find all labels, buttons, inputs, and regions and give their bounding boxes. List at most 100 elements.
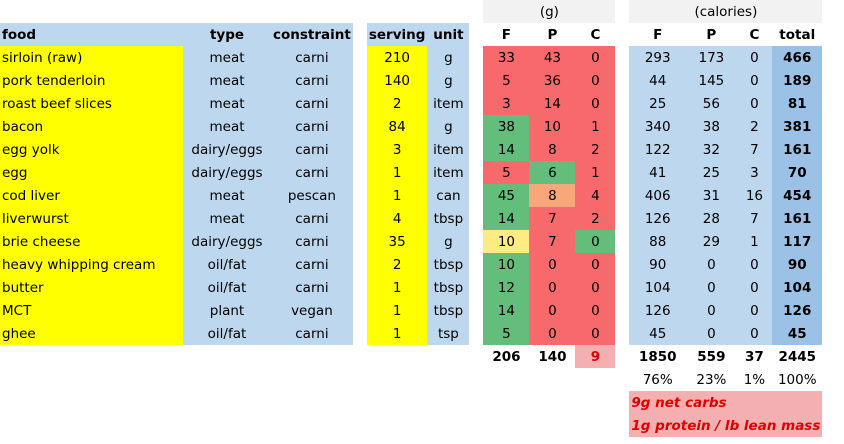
cell-food[interactable]: bacon xyxy=(0,115,183,138)
cell-unit[interactable]: tsp xyxy=(427,322,470,345)
cell-serving[interactable]: 1 xyxy=(366,299,428,322)
cell-constraint[interactable]: carni xyxy=(271,161,353,184)
cell-type[interactable]: oil/fat xyxy=(183,276,271,299)
cell-total-calories[interactable]: 161 xyxy=(772,138,823,161)
cell-grams-carbs[interactable]: 0 xyxy=(575,46,616,69)
cell-cal-protein[interactable]: 38 xyxy=(686,115,737,138)
cell-unit[interactable]: item xyxy=(427,92,470,115)
cell-grams-fat[interactable]: 14 xyxy=(483,207,530,230)
cell-constraint[interactable]: carni xyxy=(271,276,353,299)
cell-total-calories[interactable]: 454 xyxy=(772,184,823,207)
header-serving[interactable]: serving xyxy=(366,23,428,46)
cell-cal-protein[interactable]: 0 xyxy=(686,299,737,322)
cell-cal-carbs[interactable]: 0 xyxy=(736,92,773,115)
header-total[interactable]: total xyxy=(779,26,816,43)
percent-fat[interactable]: 76% xyxy=(642,371,673,388)
cell-serving[interactable]: 2 xyxy=(366,92,428,115)
cell-serving[interactable]: 140 xyxy=(366,69,428,92)
cell-serving[interactable]: 1 xyxy=(366,276,428,299)
cell-grams-carbs[interactable]: 0 xyxy=(575,69,616,92)
percent-total[interactable]: 100% xyxy=(777,371,817,388)
header-constraint[interactable]: constraint xyxy=(271,23,353,46)
cell-total-calories[interactable]: 45 xyxy=(772,322,823,345)
cell-constraint[interactable]: carni xyxy=(271,69,353,92)
cell-cal-fat[interactable]: 90 xyxy=(629,253,687,276)
cell-serving[interactable]: 4 xyxy=(366,207,428,230)
header-food[interactable]: food xyxy=(0,23,183,46)
cell-grams-protein[interactable]: 0 xyxy=(529,322,576,345)
cell-total-calories[interactable]: 466 xyxy=(772,46,823,69)
cell-food[interactable]: MCT xyxy=(0,299,183,322)
cell-cal-protein[interactable]: 0 xyxy=(686,253,737,276)
cell-grams-fat[interactable]: 5 xyxy=(483,69,530,92)
cell-constraint[interactable]: vegan xyxy=(271,299,353,322)
cell-cal-protein[interactable]: 145 xyxy=(686,69,737,92)
cell-grams-protein[interactable]: 7 xyxy=(529,230,576,253)
cell-cal-fat[interactable]: 126 xyxy=(629,299,687,322)
cell-cal-fat[interactable]: 41 xyxy=(629,161,687,184)
cell-cal-carbs[interactable]: 0 xyxy=(736,253,773,276)
cell-grams-protein[interactable]: 6 xyxy=(529,161,576,184)
cell-unit[interactable]: can xyxy=(427,184,470,207)
cell-grams-protein[interactable]: 14 xyxy=(529,92,576,115)
cell-unit[interactable]: tbsp xyxy=(427,207,470,230)
header-cal-protein[interactable]: P xyxy=(706,26,717,43)
cell-cal-protein[interactable]: 0 xyxy=(686,276,737,299)
cell-unit[interactable]: tbsp xyxy=(427,276,470,299)
cell-cal-fat[interactable]: 126 xyxy=(629,207,687,230)
cell-serving[interactable]: 1 xyxy=(366,184,428,207)
cell-unit[interactable]: tbsp xyxy=(427,299,470,322)
note-protein-target[interactable]: 1g protein / lb lean mass xyxy=(629,414,823,437)
cell-constraint[interactable]: carni xyxy=(271,207,353,230)
cell-total-calories[interactable]: 381 xyxy=(772,115,823,138)
total-cal-protein[interactable]: 559 xyxy=(697,348,726,365)
cell-serving[interactable]: 1 xyxy=(366,322,428,345)
cell-grams-protein[interactable]: 8 xyxy=(529,184,576,207)
cell-food[interactable]: egg xyxy=(0,161,183,184)
header-cal-carbs[interactable]: C xyxy=(749,26,760,43)
header-grams-protein[interactable]: P xyxy=(547,26,558,43)
cell-food[interactable]: cod liver xyxy=(0,184,183,207)
cell-grams-carbs[interactable]: 0 xyxy=(575,230,616,253)
cell-cal-protein[interactable]: 28 xyxy=(686,207,737,230)
cell-grams-protein[interactable]: 7 xyxy=(529,207,576,230)
cell-type[interactable]: plant xyxy=(183,299,271,322)
cell-serving[interactable]: 35 xyxy=(366,230,428,253)
cell-grams-carbs[interactable]: 0 xyxy=(575,299,616,322)
cell-grams-fat[interactable]: 14 xyxy=(483,299,530,322)
cell-cal-fat[interactable]: 44 xyxy=(629,69,687,92)
cell-cal-protein[interactable]: 56 xyxy=(686,92,737,115)
cell-total-calories[interactable]: 161 xyxy=(772,207,823,230)
note-net-carbs[interactable]: 9g net carbs xyxy=(629,391,823,414)
total-grams-protein[interactable]: 140 xyxy=(538,348,567,365)
cell-type[interactable]: meat xyxy=(183,92,271,115)
cell-type[interactable]: meat xyxy=(183,46,271,69)
cell-food[interactable]: roast beef slices xyxy=(0,92,183,115)
cell-constraint[interactable]: carni xyxy=(271,253,353,276)
cell-cal-fat[interactable]: 45 xyxy=(629,322,687,345)
cell-food[interactable]: sirloin (raw) xyxy=(0,46,183,69)
header-unit[interactable]: unit xyxy=(427,23,470,46)
cell-grams-fat[interactable]: 14 xyxy=(483,138,530,161)
cell-grams-protein[interactable]: 0 xyxy=(529,276,576,299)
total-calories[interactable]: 2445 xyxy=(778,348,817,365)
cell-constraint[interactable]: carni xyxy=(271,322,353,345)
cell-type[interactable]: dairy/eggs xyxy=(183,138,271,161)
cell-grams-carbs[interactable]: 1 xyxy=(575,161,616,184)
cell-grams-fat[interactable]: 5 xyxy=(483,161,530,184)
cell-unit[interactable]: item xyxy=(427,138,470,161)
cell-cal-carbs[interactable]: 2 xyxy=(736,115,773,138)
cell-cal-fat[interactable]: 293 xyxy=(629,46,687,69)
cell-grams-protein[interactable]: 43 xyxy=(529,46,576,69)
cell-cal-protein[interactable]: 32 xyxy=(686,138,737,161)
cell-cal-fat[interactable]: 340 xyxy=(629,115,687,138)
cell-grams-fat[interactable]: 12 xyxy=(483,276,530,299)
cell-grams-protein[interactable]: 0 xyxy=(529,253,576,276)
cell-serving[interactable]: 2 xyxy=(366,253,428,276)
cell-constraint[interactable]: pescan xyxy=(271,184,353,207)
cell-grams-carbs[interactable]: 0 xyxy=(575,276,616,299)
cell-grams-carbs[interactable]: 0 xyxy=(575,322,616,345)
header-type[interactable]: type xyxy=(183,23,271,46)
cell-grams-fat[interactable]: 10 xyxy=(483,230,530,253)
cell-cal-carbs[interactable]: 1 xyxy=(736,230,773,253)
